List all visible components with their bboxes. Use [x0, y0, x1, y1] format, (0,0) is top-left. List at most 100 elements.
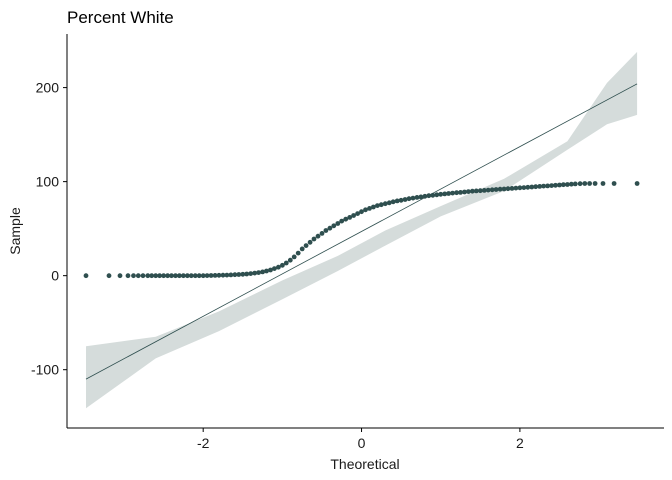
sample-point	[489, 187, 495, 193]
sample-point	[125, 273, 131, 279]
sample-point	[192, 273, 198, 279]
sample-point	[378, 202, 384, 208]
sample-point	[236, 272, 242, 277]
sample-point	[140, 273, 146, 279]
y-axis-label: Sample	[7, 207, 23, 255]
sample-point	[485, 187, 491, 193]
sample-point	[434, 192, 440, 198]
sample-point	[430, 192, 436, 198]
sample-point	[402, 197, 408, 202]
sample-point	[106, 273, 112, 279]
sample-point	[410, 195, 416, 201]
x-tick-label: 2	[516, 435, 524, 451]
sample-point	[188, 273, 194, 279]
sample-point	[212, 273, 218, 278]
sample-point	[497, 186, 503, 192]
sample-point	[446, 191, 451, 196]
sample-point	[135, 273, 141, 279]
sample-point	[367, 206, 372, 211]
sample-point	[450, 190, 455, 196]
sample-point	[307, 239, 313, 245]
sample-point	[283, 260, 289, 266]
sample-point	[185, 273, 190, 279]
sample-point	[347, 215, 353, 220]
sample-point	[327, 225, 333, 231]
sample-point	[323, 228, 329, 233]
sample-point	[418, 194, 424, 200]
sample-point	[83, 273, 89, 279]
sample-point	[394, 198, 400, 204]
sample-point	[382, 201, 388, 207]
sample-point	[572, 181, 578, 187]
sample-point	[470, 188, 475, 194]
axes-layer	[66, 34, 664, 429]
sample-point	[505, 186, 511, 192]
sample-point	[473, 188, 479, 194]
chart-title: Percent White	[67, 8, 174, 27]
sample-point	[248, 271, 254, 276]
sample-point	[569, 181, 574, 187]
sample-point	[315, 233, 321, 239]
sample-point	[600, 181, 606, 186]
sample-point	[493, 187, 499, 192]
sample-point	[477, 188, 483, 194]
confidence-band	[86, 51, 638, 409]
sample-point	[525, 184, 531, 190]
sample-point	[204, 273, 210, 278]
sample-point	[634, 181, 640, 186]
reference-line-layer	[85, 83, 638, 380]
sample-point	[173, 273, 178, 279]
sample-point	[422, 193, 428, 199]
sample-point	[177, 273, 182, 279]
sample-point	[149, 273, 155, 279]
sample-point	[240, 271, 246, 277]
x-tick-label: -2	[197, 435, 210, 451]
sample-point	[276, 264, 281, 270]
sample-point	[363, 207, 368, 213]
sample-point	[501, 186, 507, 192]
sample-point	[260, 269, 265, 275]
sample-point	[537, 184, 543, 189]
sample-point	[224, 272, 230, 278]
sample-point	[351, 213, 356, 218]
sample-point	[145, 273, 151, 279]
sample-point	[587, 181, 592, 186]
sample-point	[200, 273, 206, 279]
sample-point	[339, 218, 345, 224]
sample-point	[220, 272, 226, 278]
sample-point	[390, 199, 396, 205]
sample-point	[311, 236, 317, 242]
sample-point	[466, 189, 471, 195]
sample-point	[509, 186, 515, 191]
sample-point	[375, 203, 380, 209]
sample-point	[577, 181, 583, 187]
sample-point	[169, 273, 174, 279]
x-axis-label: Theoretical	[330, 456, 399, 472]
sample-point	[529, 184, 535, 190]
sample-point	[196, 273, 202, 279]
sample-point	[331, 223, 337, 229]
y-tick-label: -100	[31, 362, 59, 378]
sample-point	[454, 190, 459, 196]
sample-point	[291, 254, 297, 260]
x-tick-label: 0	[358, 435, 366, 451]
sample-point	[582, 181, 588, 186]
y-tick-label: 100	[36, 174, 60, 190]
sample-point	[165, 273, 171, 279]
sample-point	[343, 216, 349, 222]
confidence-band-layer	[86, 51, 638, 409]
sample-point	[272, 266, 277, 271]
sample-point	[438, 191, 444, 197]
sample-point	[232, 272, 238, 278]
sample-point	[545, 183, 550, 189]
sample-point	[386, 200, 392, 206]
sample-point	[458, 190, 463, 195]
sample-point	[426, 193, 432, 199]
sample-point	[280, 262, 285, 268]
sample-point	[303, 243, 309, 249]
sample-point	[181, 273, 186, 279]
sample-point	[216, 272, 222, 278]
sample-point	[462, 189, 467, 195]
sample-point	[256, 270, 261, 275]
